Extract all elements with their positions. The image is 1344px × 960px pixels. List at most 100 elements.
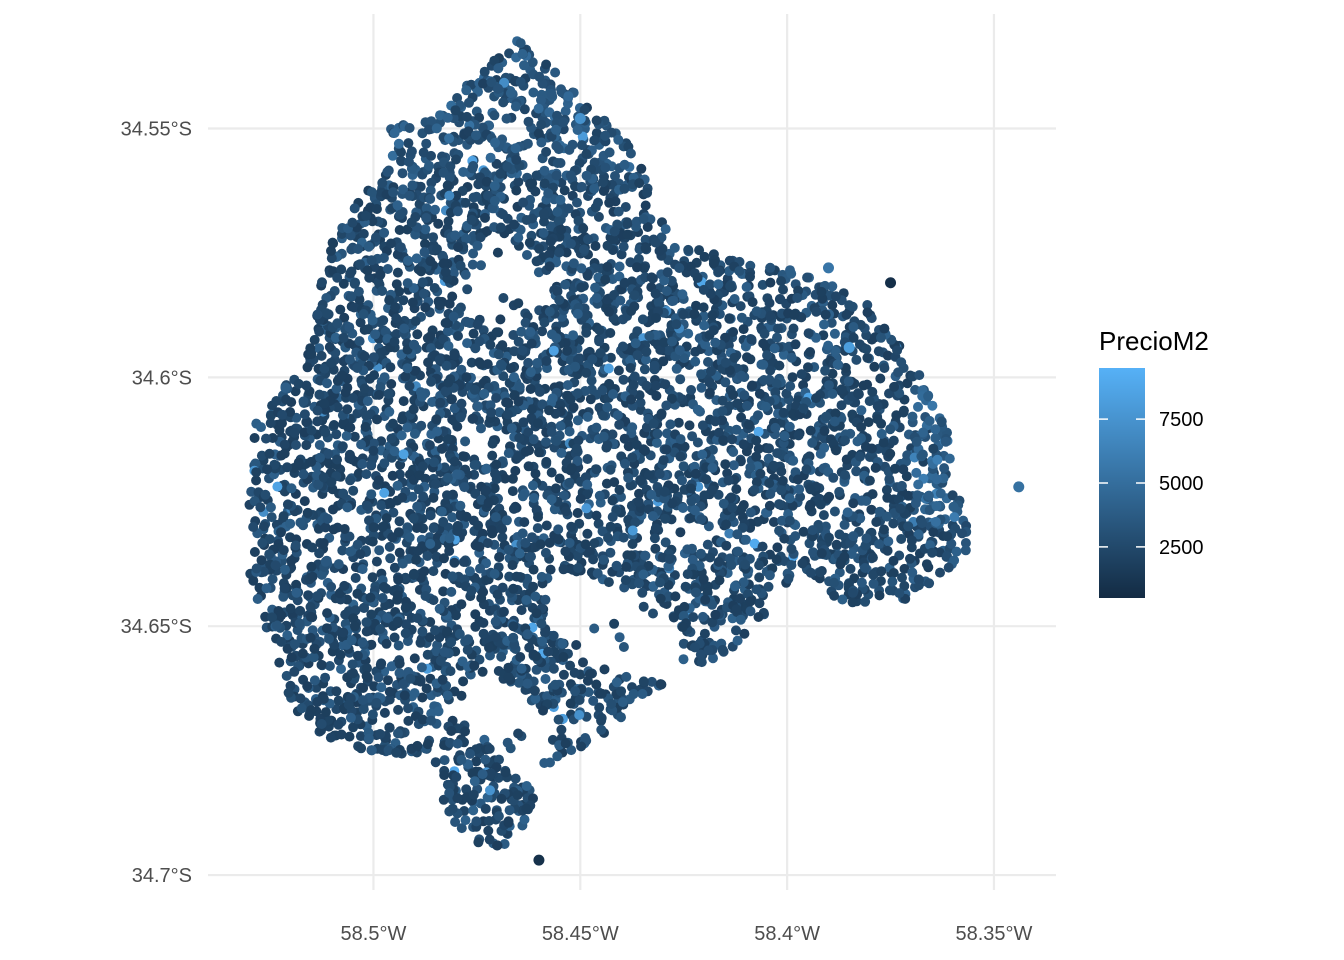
data-point xyxy=(765,365,776,376)
data-point xyxy=(651,390,662,401)
data-point xyxy=(552,286,563,297)
data-point xyxy=(299,409,310,420)
data-point xyxy=(475,563,485,574)
data-point xyxy=(553,714,564,725)
data-point xyxy=(827,281,838,292)
data-point xyxy=(436,443,447,454)
data-point xyxy=(745,606,756,617)
data-point xyxy=(695,548,706,559)
data-point xyxy=(666,393,677,404)
data-point xyxy=(458,451,468,462)
data-point xyxy=(884,474,895,485)
data-point xyxy=(454,629,465,639)
data-point xyxy=(404,532,415,543)
data-point xyxy=(753,443,764,454)
data-point xyxy=(326,357,336,368)
data-point xyxy=(471,191,482,202)
data-point xyxy=(436,506,447,517)
data-point xyxy=(430,757,441,768)
data-point xyxy=(598,431,609,442)
data-point xyxy=(370,329,381,340)
data-point xyxy=(829,506,840,517)
data-point xyxy=(896,534,907,544)
data-point xyxy=(612,410,623,421)
data-point xyxy=(348,613,359,624)
data-point xyxy=(438,586,449,597)
data-point xyxy=(544,261,555,272)
data-point xyxy=(604,147,615,158)
data-point xyxy=(936,416,947,427)
data-point xyxy=(764,478,775,489)
data-point xyxy=(692,272,703,283)
data-point xyxy=(490,137,500,148)
data-point xyxy=(596,713,607,723)
data-point xyxy=(935,488,946,499)
data-point xyxy=(887,576,898,587)
data-point xyxy=(472,240,483,251)
data-point xyxy=(555,421,566,431)
data-point xyxy=(438,334,449,345)
data-point xyxy=(675,374,686,385)
data-point xyxy=(690,356,701,367)
data-point xyxy=(698,302,709,313)
data-point xyxy=(885,424,896,435)
data-point xyxy=(340,609,351,620)
data-point xyxy=(879,323,890,334)
data-point xyxy=(276,636,287,647)
data-point xyxy=(295,693,306,704)
data-point xyxy=(558,564,569,575)
data-point xyxy=(352,539,363,550)
data-point xyxy=(871,517,882,527)
data-points xyxy=(244,36,1025,866)
data-point xyxy=(735,593,746,604)
data-point xyxy=(753,410,763,421)
data-point xyxy=(587,354,598,365)
data-point xyxy=(827,300,838,311)
data-point xyxy=(489,110,500,121)
data-point xyxy=(917,518,928,529)
data-point xyxy=(793,430,804,441)
data-point xyxy=(550,67,561,78)
data-point xyxy=(572,308,583,319)
data-point xyxy=(694,561,705,571)
data-point xyxy=(550,124,561,135)
data-point xyxy=(387,150,398,161)
data-point xyxy=(882,350,893,361)
data-point xyxy=(498,97,509,108)
data-point xyxy=(461,784,472,795)
data-point xyxy=(630,338,641,349)
data-point xyxy=(745,462,756,473)
data-point xyxy=(368,445,379,456)
data-point xyxy=(811,332,821,343)
data-point xyxy=(312,309,323,320)
data-point xyxy=(403,255,413,266)
data-point xyxy=(754,388,765,399)
data-point xyxy=(678,638,689,649)
data-point xyxy=(470,609,481,620)
data-point xyxy=(460,436,471,447)
data-point xyxy=(421,203,432,214)
data-point xyxy=(776,485,787,496)
data-point xyxy=(261,433,271,444)
data-point xyxy=(836,384,847,395)
data-point xyxy=(458,557,469,567)
data-point xyxy=(368,522,379,533)
data-point xyxy=(453,521,464,532)
data-point xyxy=(354,294,365,305)
data-point xyxy=(529,685,540,696)
data-point xyxy=(360,421,371,432)
data-point xyxy=(420,302,431,313)
data-point xyxy=(455,260,466,271)
data-point xyxy=(425,510,436,521)
data-point xyxy=(683,328,694,339)
data-point xyxy=(442,472,453,483)
data-point xyxy=(678,461,689,472)
data-point xyxy=(829,328,840,339)
data-point xyxy=(738,577,749,588)
data-point xyxy=(497,340,508,351)
data-point xyxy=(331,686,342,697)
data-point xyxy=(392,616,403,627)
data-point xyxy=(918,427,928,438)
data-point xyxy=(732,635,743,646)
data-point xyxy=(868,569,879,580)
